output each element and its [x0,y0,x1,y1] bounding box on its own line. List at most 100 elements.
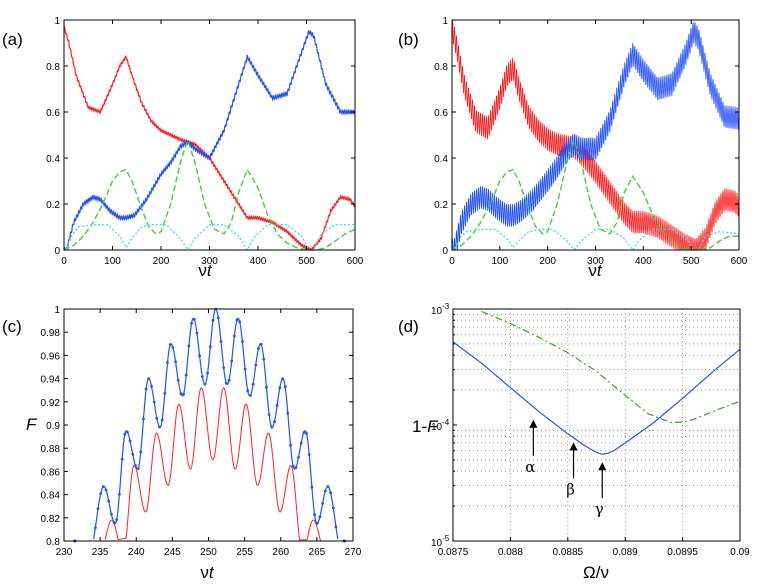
panel-d-xtick-label: 0.089 [613,547,638,558]
panel-d-ytick-label: 10-3 [431,302,450,317]
panel-b-ytick-label: 0.2 [434,200,448,211]
panel-c-xtick-label: 230 [56,547,73,558]
panel-c-series-blue-point [176,379,180,382]
panel-a-xtick-label: 100 [104,256,121,267]
panel-c-series-blue-point [307,453,311,456]
panel-b-xtick-label: 100 [491,256,508,267]
panel-d-annotation-label: β [566,480,575,498]
panel-c-series-blue-point [208,345,212,349]
panel-d-annotations: α β γ [525,419,607,518]
panel-a: (a) 0 100 200 300 400 500 600 0 0.2 0.4 0.6 0.8 1 νt [2,16,364,280]
panel-c-series-blue-point [128,439,132,443]
panel-c-series-blue-point [211,318,215,322]
panel-c-ytick-label: 0.86 [41,467,61,478]
panel-d-xtick-label: 0.0875 [438,547,469,558]
panel-c-series-blue-point [241,340,244,343]
panel-b-xtick-label: 300 [587,256,604,267]
panel-c-xlabel: νt [200,563,215,582]
panel-c-series-blue-point [158,425,161,429]
panel-c-series-blue-point [291,464,295,468]
panel-c-series-blue-point [315,522,319,525]
panel-c-series-blue-point [168,343,172,347]
panel-c-xtick-label: 250 [200,547,217,558]
panel-d-annotation-label: α [525,458,535,476]
panel-c-series-blue-point [102,485,105,488]
panel-c-series-blue-point [283,385,287,389]
panel-c-xlabel-var: t [209,563,215,582]
panel-c-series-blue-point [238,320,242,324]
panel-a-ytick-label: 0.8 [46,62,60,73]
panel-c-series-blue-point [227,378,231,382]
panel-b-xlabel-var: t [597,261,603,280]
panel-b-xtick-label: 200 [539,256,556,267]
panel-c-series-blue-point [118,492,121,496]
panel-d-ytick-base: 10 [431,422,443,433]
panel-c-series-blue-point [142,417,145,421]
panel-d-xtick-label: 0.0895 [667,547,698,558]
panel-a-ytick-label: 0.6 [46,108,60,119]
panel-c-series-blue-point [123,433,127,436]
panel-c-series-blue-point [179,392,183,395]
panel-c-series-blue-point [216,316,220,320]
panel-b-xlabel-prefix: ν [588,261,597,280]
panel-d-annotation-label: γ [595,500,604,518]
panel-c-series-blue-point [273,420,276,424]
panel-c-series-blue-point [182,392,186,396]
panel-c-series-blue-point [126,430,129,434]
panel-d: (d) α β γ 0.0875 0.088 0.0885 0.089 0.0895 0.09… [398,302,750,582]
panel-c-series-blue-point [270,425,274,429]
panel-c-ytick-label: 0.8 [46,537,60,548]
panel-a-xlabel-prefix: ν [198,261,207,280]
panel-c-series-blue-point [257,347,260,350]
panel-b-ytick-label: 1 [442,16,448,27]
panel-c-series-blue-point [297,456,300,459]
panel-b: (b) 0 100 200 300 400 500 600 0 0.2 0.4 0.6 0.8 1 νt [398,16,748,280]
panel-b-xlabel: νt [588,261,603,280]
panel-c-series-blue-point [224,381,228,385]
panel-c-series-blue-point [233,334,236,338]
panel-c-series-blue-point [171,346,175,349]
panel-a-xlabel-var: t [207,261,213,280]
panel-c-series-blue-point [265,385,268,389]
panel-c-ytick-label: 0.88 [41,444,61,455]
panel-c-series-blue-point [174,360,178,364]
panel-b-ticks: 0 100 200 300 400 500 600 0 0.2 0.4 0.6 0.8 1 [434,16,748,267]
panel-d-ytick-label: 10-4 [431,418,450,433]
panel-c-series-blue-point [222,366,226,369]
panel-c-series-blue-point [200,375,204,378]
panel-a-ytick-label: 1 [54,16,60,27]
panel-c-series-blue-point [267,413,271,416]
panel-c-series-blue-point [302,431,306,434]
panel-d-xlabel: Ω/ν [583,563,609,582]
panel-b-xtick-label: 500 [683,256,700,267]
panel-c-xlabel-prefix: ν [200,563,209,582]
panel-c-series-blue-point [243,367,247,371]
panel-c-series-blue-point [286,411,290,415]
panel-a-series-2 [63,140,356,251]
panel-a-ticks: 0 100 200 300 400 500 600 0 0.2 0.4 0.6 0.8 1 [46,16,364,267]
panel-c-xtick-label: 265 [309,547,326,558]
panel-a-series-3 [64,224,355,252]
panel-c-series-blue [93,308,339,540]
panel-c-series-blue-point [139,450,143,454]
panel-c-series-blue-point [150,384,153,388]
panel-d-annotation-arrowhead [529,419,538,428]
panel-c-ytick-label: 0.98 [41,328,61,339]
panel-c-series-blue-point [251,382,255,386]
panel-c-series-blue-point [195,331,199,335]
panel-c-series-blue-point [155,417,159,420]
panel-c-series-blue-point [230,359,234,363]
panel-a-xtick-label: 300 [201,256,218,267]
panel-a-xtick-label: 400 [250,256,267,267]
panel-c-series-blue-point [323,489,327,493]
panel-d-ylabel: 1-F [412,417,439,436]
panel-b-ytick-label: 0.8 [434,62,448,73]
panel-c-series-blue-point [281,377,284,381]
panel-b-xtick-label: 600 [731,256,748,267]
panel-d-xtick-label: 0.088 [498,547,523,558]
panel-c-ticks: 230 235 240 245 250 255 260 265 270 0.8 0.82 0.84 0.… [41,305,362,558]
panel-c-series-blue-point [203,383,207,386]
panel-a-xtick-label: 500 [298,256,315,267]
panel-d-ytick-base: 10 [431,306,443,317]
panel-d-ytick-label: 10-5 [431,534,450,549]
